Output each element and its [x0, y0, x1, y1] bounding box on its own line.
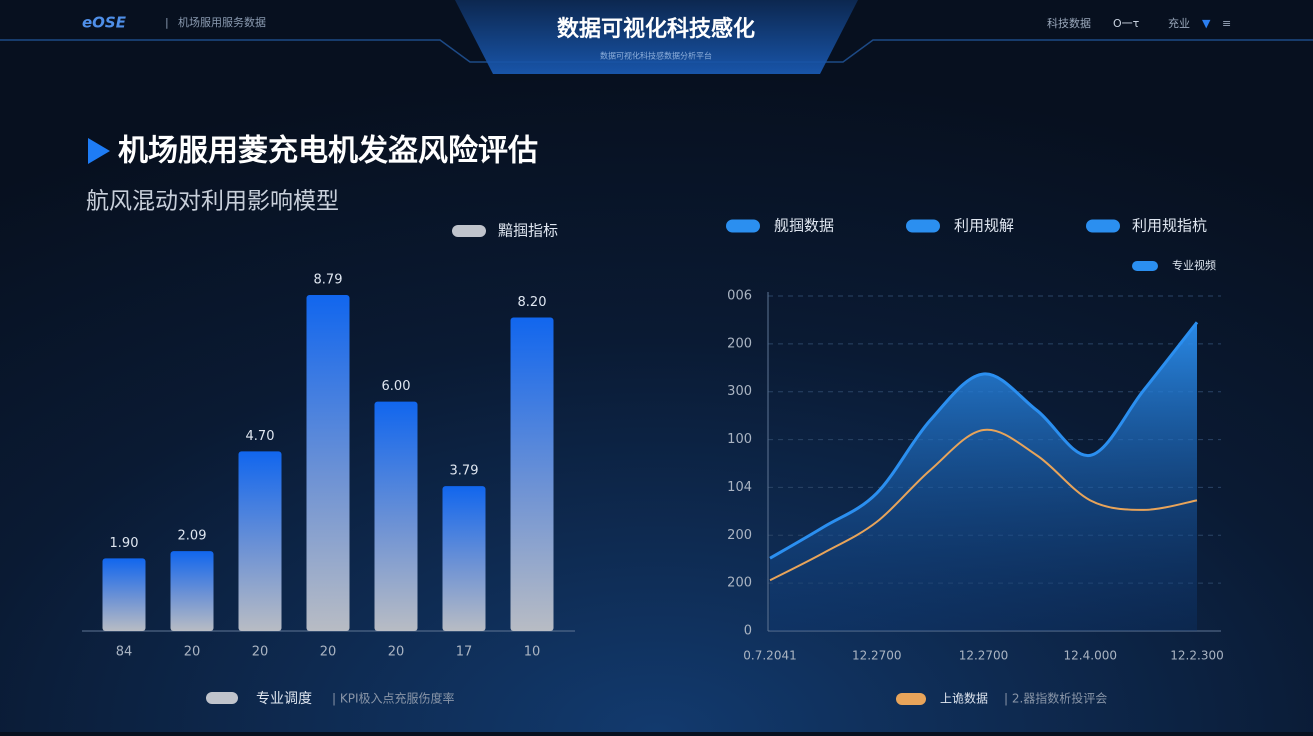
- legend-label: 利用规解: [954, 217, 1014, 235]
- bar: [102, 558, 146, 631]
- x-tick-label: 10: [524, 645, 541, 660]
- value-label: 6.00: [382, 379, 411, 394]
- y-tick-label: 006: [727, 289, 752, 304]
- x-tick-label: 17: [456, 645, 473, 660]
- legend-swatch[interactable]: [1086, 219, 1120, 233]
- legend-swatch[interactable]: [906, 219, 940, 233]
- nav-text: 机场服用服务数据: [178, 15, 266, 29]
- nav-text: |: [165, 16, 169, 29]
- page-subtitle: 数据可视化科技感数据分析平台: [600, 51, 712, 61]
- y-tick-label: 100: [727, 432, 752, 447]
- section-subtitle: 航风混动对利用影响模型: [86, 189, 339, 215]
- x-tick-label: 12.4.000: [1064, 649, 1117, 663]
- value-label: 8.79: [314, 273, 343, 288]
- legend-label: 专业调度: [256, 691, 312, 707]
- legend-swatch[interactable]: [1132, 261, 1158, 271]
- x-tick-label: 12.2700: [959, 649, 1009, 663]
- header-item[interactable]: 科技数据: [1047, 16, 1091, 30]
- bar: [374, 401, 418, 631]
- value-label: 4.70: [246, 429, 275, 444]
- bar: [442, 486, 486, 631]
- line: [769, 428, 1198, 582]
- area-fill: [770, 322, 1197, 631]
- x-tick-label: 20: [388, 645, 405, 660]
- y-tick-label: 200: [727, 528, 752, 543]
- header-item[interactable]: O一τ: [1113, 17, 1140, 30]
- value-label: 8.20: [518, 295, 547, 310]
- y-tick-label: 200: [727, 576, 752, 591]
- page-title: 数据可视化科技感化: [557, 16, 755, 42]
- value-label: 2.09: [178, 529, 207, 544]
- x-tick-label: 20: [320, 645, 337, 660]
- area-line: [769, 321, 1199, 560]
- value-label: 1.90: [110, 536, 139, 551]
- x-tick-label: 12.2700: [852, 649, 902, 663]
- legend-swatch[interactable]: [206, 692, 238, 704]
- legend-note: | 2.器指数析投评会: [1004, 691, 1107, 706]
- bar: [170, 551, 214, 631]
- legend-label: 专业视频: [1172, 258, 1216, 272]
- x-tick-label: 0.7.2041: [743, 649, 796, 663]
- bar: [510, 317, 554, 631]
- logo: eOSE: [82, 14, 127, 32]
- x-tick-label: 20: [184, 645, 201, 660]
- legend-label: 黯掴指标: [498, 222, 558, 240]
- bar: [306, 295, 350, 631]
- y-tick-label: 200: [727, 336, 752, 351]
- section-title: 机场服用菱充电机发盗风险评估: [118, 134, 538, 169]
- y-tick-label: 104: [727, 480, 752, 495]
- legend-note: | KPI极入点充服伤度率: [332, 691, 455, 706]
- x-tick-label: 84: [116, 645, 133, 660]
- title-marker: [88, 138, 110, 164]
- bar: [238, 451, 282, 631]
- y-tick-label: 0: [744, 624, 752, 639]
- header-item[interactable]: ▼: [1202, 17, 1211, 30]
- value-label: 3.79: [450, 464, 479, 479]
- legend-label: 上诡数据: [940, 691, 988, 706]
- x-tick-label: 20: [252, 645, 269, 660]
- legend-label: 利用规指杭: [1132, 217, 1207, 235]
- legend-swatch[interactable]: [452, 225, 486, 237]
- y-tick-label: 300: [727, 384, 752, 399]
- legend-swatch[interactable]: [726, 219, 760, 233]
- legend-label: 舰掴数据: [774, 217, 834, 235]
- header-panel: [455, 0, 858, 74]
- legend-swatch[interactable]: [896, 693, 926, 705]
- header-item[interactable]: ≡: [1222, 17, 1231, 30]
- x-tick-label: 12.2.300: [1170, 649, 1223, 663]
- header-item[interactable]: 充业: [1168, 16, 1190, 30]
